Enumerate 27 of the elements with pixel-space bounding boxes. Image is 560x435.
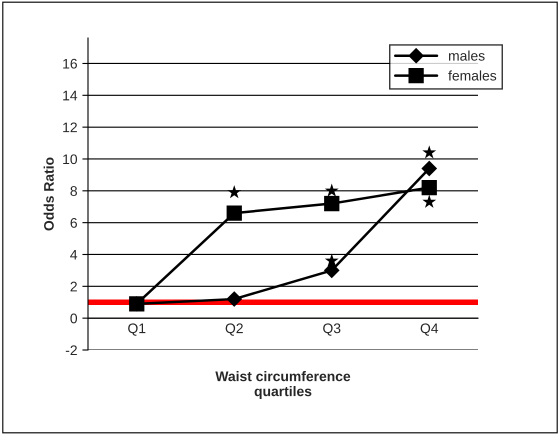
- y-tick-label: 16: [63, 58, 77, 69]
- y-tick-label: 10: [63, 154, 78, 164]
- y-tick-label: 4: [70, 250, 78, 260]
- x-tick-label: Q4: [420, 323, 438, 336]
- point: [422, 180, 437, 196]
- legend-label: females: [448, 70, 496, 81]
- x-tick-label: Q2: [226, 323, 243, 336]
- point: [324, 254, 339, 267]
- point: [422, 145, 436, 159]
- y-tick-label: 8: [70, 186, 77, 196]
- point: [226, 205, 242, 221]
- point: [324, 196, 340, 212]
- point: [226, 291, 242, 307]
- point: [324, 262, 340, 278]
- y-tick-label: 12: [63, 122, 77, 132]
- y-axis-title: Odds Ratio: [44, 158, 54, 230]
- y-tick-label: 2: [70, 282, 77, 292]
- point: [129, 296, 144, 312]
- legend-label: males: [448, 50, 485, 61]
- x-tick-label: Q1: [128, 323, 146, 336]
- y-tick-label: 6: [70, 218, 77, 228]
- x-axis-title: Waist circumference quartiles: [215, 371, 350, 399]
- y-tick-label: 0: [70, 313, 78, 324]
- point: [422, 160, 437, 176]
- y-tick-label: -2: [66, 345, 77, 356]
- y-tick-label: 14: [63, 90, 78, 100]
- x-tick-label: Q3: [323, 323, 340, 336]
